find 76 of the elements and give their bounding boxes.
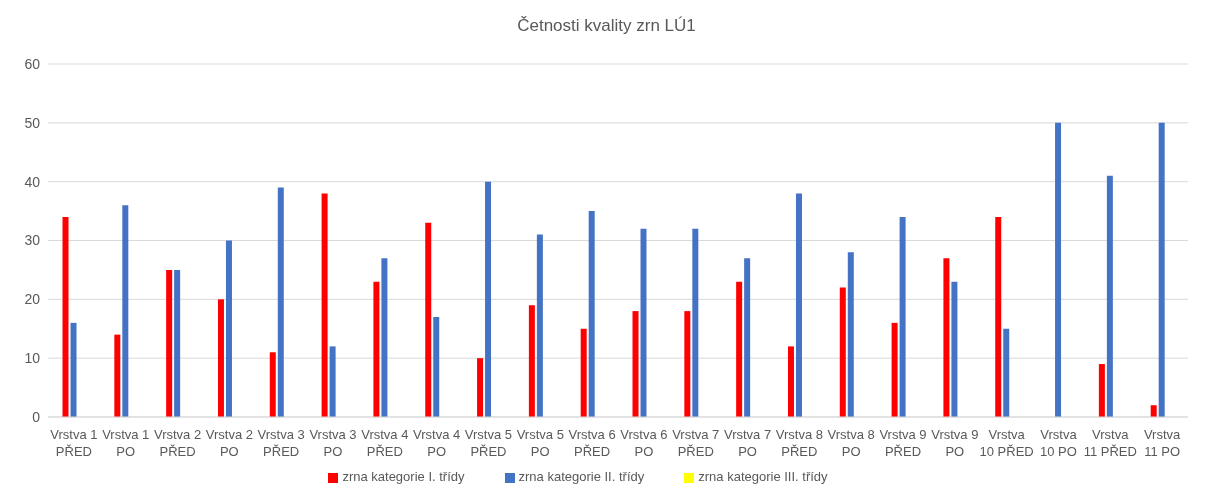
y-tick-label: 30 — [24, 232, 41, 249]
x-tick-label: Vrstva 2 PŘED — [153, 427, 202, 459]
x-tick-label: Vrstva 4 PO — [413, 427, 461, 459]
bar — [787, 346, 794, 417]
y-tick-label: 60 — [24, 55, 41, 72]
x-tick-label: Vrstva 7 PŘED — [672, 427, 720, 459]
bar — [381, 258, 388, 417]
bar — [1098, 364, 1105, 417]
bar — [166, 269, 173, 417]
x-tick-label: Vrstva 3 PŘED — [257, 427, 305, 459]
bar — [536, 234, 543, 417]
y-tick-label: 0 — [32, 408, 41, 425]
bar — [528, 305, 535, 417]
y-tick-label: 50 — [24, 114, 41, 131]
bar — [321, 193, 328, 417]
bar — [114, 334, 121, 417]
bar — [951, 281, 958, 417]
bar — [122, 205, 129, 417]
x-tick-label: Vrstva 11 PŘED — [1083, 427, 1137, 459]
bar — [891, 322, 898, 417]
bar — [425, 222, 432, 417]
legend-label: zrna kategorie III. třídy — [698, 469, 828, 484]
bar — [269, 352, 276, 417]
x-tick-label: Vrstva 3 PO — [309, 427, 357, 459]
x-tick-label: Vrstva 1 PŘED — [50, 427, 98, 459]
y-tick-label: 20 — [24, 291, 41, 308]
legend-label: zrna kategorie I. třídy — [342, 469, 465, 484]
x-tick-label: Vrstva 6 PŘED — [568, 427, 616, 459]
x-tick-label: Vrstva 5 PŘED — [464, 427, 513, 459]
chart-title: Četnosti kvality zrn LÚ1 — [516, 15, 697, 37]
bar — [640, 228, 647, 417]
x-tick-label: Vrstva 8 PŘED — [775, 427, 823, 459]
x-tick-label: Vrstva 9 PO — [931, 427, 979, 459]
bar — [995, 216, 1002, 417]
bar — [1150, 405, 1157, 417]
bar — [588, 211, 595, 417]
y-tick-label: 40 — [24, 173, 41, 190]
bar — [684, 311, 691, 417]
bar — [174, 269, 181, 417]
x-tick-label: Vrstva 10 PO — [1040, 427, 1078, 459]
x-tick-label: Vrstva 7 PO — [723, 427, 772, 459]
x-tick-label: Vrstva 5 PO — [516, 427, 564, 459]
legend-label: zrna kategorie II. třídy — [518, 469, 645, 484]
bar — [736, 281, 743, 417]
bar — [847, 252, 854, 417]
x-tick-label: Vrstva 2 PO — [205, 427, 253, 459]
x-tick-label: Vrstva 10 PŘED — [979, 427, 1034, 459]
bar — [899, 216, 906, 417]
bar — [1003, 328, 1010, 417]
bar — [433, 316, 440, 417]
bar — [632, 311, 639, 417]
x-tick-label: Vrstva 9 PŘED — [879, 427, 927, 459]
bar — [744, 258, 751, 417]
bar — [477, 358, 484, 417]
x-tick-label: Vrstva 4 PŘED — [361, 427, 409, 459]
bar — [70, 322, 77, 417]
bar — [839, 287, 846, 417]
x-tick-label: Vrstva 6 PO — [620, 427, 668, 459]
bar — [692, 228, 699, 417]
bar — [373, 281, 380, 417]
bar — [217, 299, 224, 417]
bar — [485, 181, 492, 417]
bar — [1106, 175, 1113, 417]
y-tick-label: 10 — [24, 350, 41, 367]
bar — [1158, 122, 1165, 417]
bar — [1055, 122, 1062, 417]
x-tick-label: Vrstva 1 PO — [102, 427, 150, 459]
bar — [943, 258, 950, 417]
x-tick-label: Vrstva 8 PO — [827, 427, 875, 459]
bar — [277, 187, 284, 417]
bar — [329, 346, 336, 417]
bar — [62, 216, 69, 417]
x-tick-label: Vrstva 11 PO — [1143, 427, 1182, 459]
bar — [795, 193, 802, 417]
bar — [225, 240, 232, 417]
bar — [580, 328, 587, 417]
